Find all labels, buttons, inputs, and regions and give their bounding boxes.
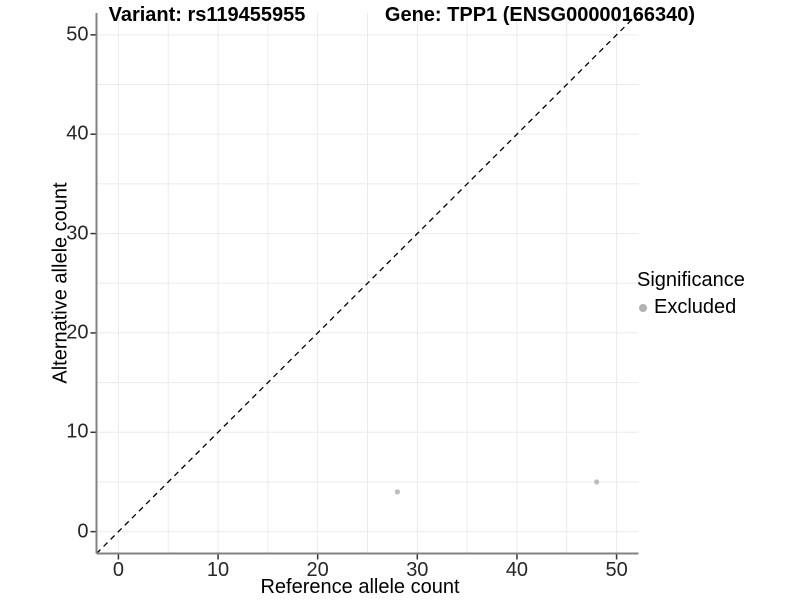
- x-tick-label: 20: [306, 558, 329, 581]
- x-tick-label: 50: [605, 558, 628, 581]
- x-tick-label: 30: [406, 558, 429, 581]
- legend-item-excluded: Excluded: [639, 296, 745, 319]
- circle-icon: [639, 303, 647, 312]
- x-tick-label: 40: [505, 558, 529, 581]
- y-tick-label: 10: [66, 420, 89, 443]
- x-axis-title: Reference allele count: [260, 576, 460, 598]
- x-tick-label: 0: [112, 558, 124, 581]
- legend-title: Significance: [637, 269, 745, 291]
- y-tick-label: 40: [66, 122, 89, 145]
- y-tick-label: 20: [66, 321, 89, 344]
- y-axis-title: Alternative allele count: [49, 182, 72, 384]
- plot-title-gene: Gene: TPP1 (ENSG00000166340): [384, 4, 696, 26]
- legend-item-label: Excluded: [654, 296, 737, 318]
- x-tick-label: 10: [206, 558, 230, 581]
- y-tick-label: 0: [77, 520, 89, 543]
- data-point: [594, 479, 600, 485]
- y-tick-label: 50: [66, 23, 89, 46]
- data-point: [394, 489, 400, 495]
- identity-dashed-line: [96, 12, 639, 554]
- legend: Significance Excluded: [637, 269, 745, 319]
- y-tick-label: 30: [66, 222, 89, 245]
- plot-title-variant: Variant: rs119455955: [108, 4, 306, 26]
